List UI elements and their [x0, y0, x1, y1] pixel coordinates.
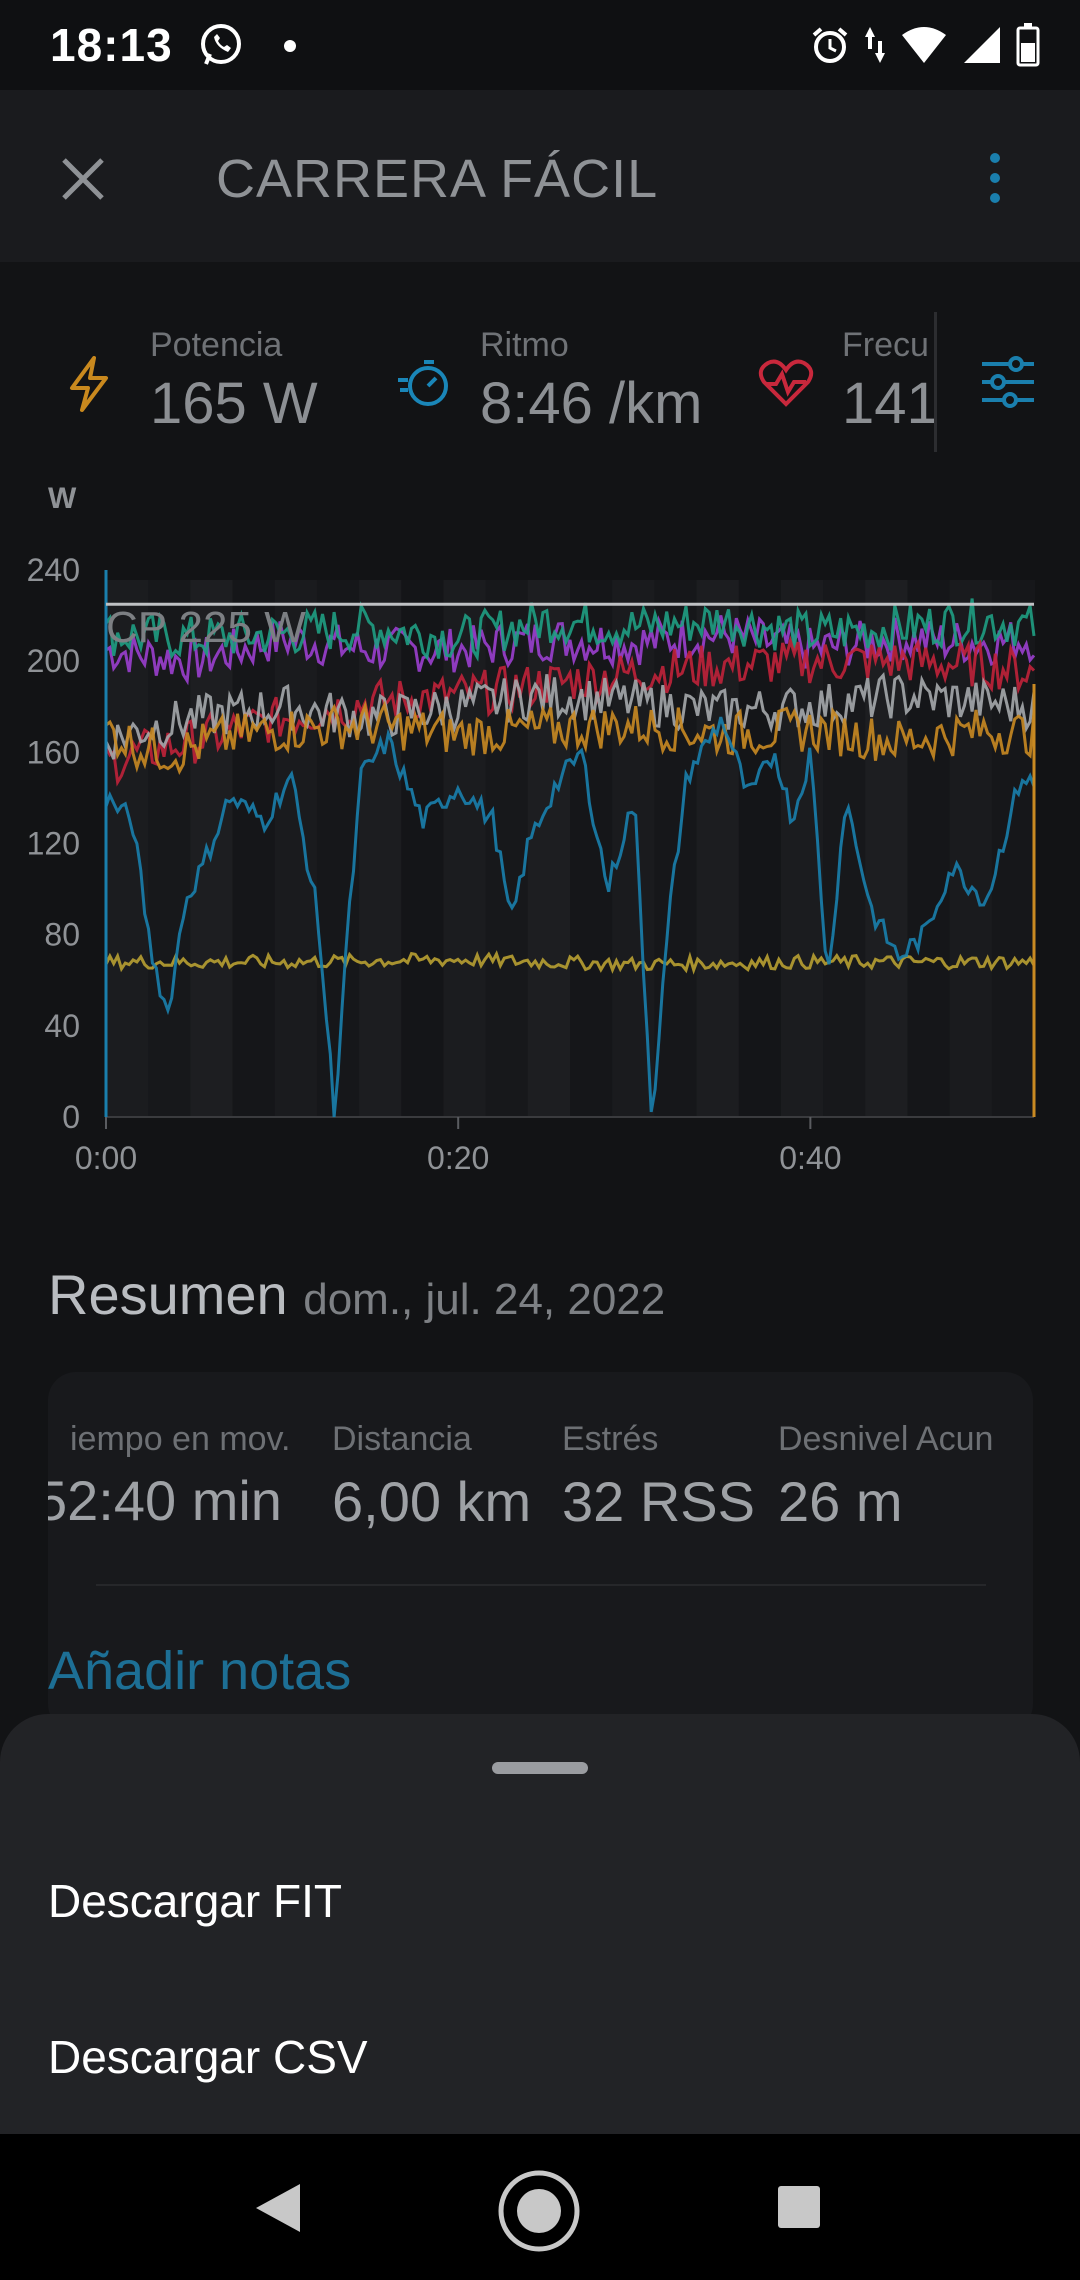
summary-header: Resumen dom., jul. 24, 2022 — [48, 1262, 665, 1327]
y-tick-label: 40 — [44, 1008, 80, 1044]
signal-icon — [964, 27, 1000, 63]
series-line — [105, 700, 1036, 776]
x-tick-label: 0:20 — [427, 1140, 489, 1176]
status-icons — [810, 18, 1040, 72]
y-tick-label: 0 — [62, 1099, 80, 1135]
lightning-icon — [70, 356, 108, 412]
data-arrows-icon — [865, 27, 885, 63]
metric-value: 141 — [842, 371, 936, 436]
y-tick-label: 200 — [27, 643, 80, 679]
cp-annotation: CP 225 W — [106, 603, 306, 652]
system-nav-bar — [0, 2134, 1080, 2280]
stat-moving-time: iempo en mov. — [70, 1420, 290, 1459]
sheet-drag-handle[interactable] — [492, 1762, 588, 1774]
chart-band — [570, 580, 614, 1117]
summary-title: Resumen — [48, 1263, 288, 1326]
recents-icon[interactable] — [776, 2184, 822, 2230]
battery-icon — [1016, 23, 1040, 67]
series-line — [104, 672, 1036, 760]
stat-stress: Estrés 32 RSS — [562, 1420, 755, 1534]
chart-band — [443, 580, 487, 1117]
chart-band — [232, 580, 276, 1117]
app-bar: CARRERA FÁCIL — [0, 90, 1080, 262]
stat-label: Distancia — [332, 1420, 472, 1458]
metric-pace[interactable] — [396, 358, 452, 413]
power-chart[interactable]: W 240 200 160 120 80 40 0 0:00 0:20 0:40 CP 225 … — [0, 470, 1080, 1190]
stat-label: iempo en mov. — [70, 1420, 291, 1458]
more-options-icon[interactable] — [980, 148, 1010, 208]
status-bar: 18:13 — [0, 0, 1080, 90]
download-fit-option[interactable]: Descargar FIT — [48, 1875, 342, 1927]
stat-value: 26 m — [778, 1470, 903, 1533]
chart-band — [991, 580, 1035, 1117]
home-icon[interactable] — [496, 2168, 582, 2254]
y-tick-label: 160 — [27, 734, 80, 770]
page-title: CARRERA FÁCIL — [216, 149, 659, 209]
series-line — [104, 635, 1036, 787]
alarm-icon — [812, 27, 848, 63]
metric-heart-rate[interactable] — [758, 358, 814, 413]
chart-series — [104, 570, 1036, 1118]
bottom-sheet: Descargar FIT Descargar CSV — [0, 1714, 1080, 2134]
stat-value: 32 RSS — [562, 1470, 755, 1533]
series-line — [104, 598, 1036, 662]
metric-value: 8:46 /km — [480, 371, 703, 436]
wifi-icon — [902, 27, 946, 63]
metric-power[interactable] — [66, 356, 112, 417]
heart-rate-icon — [758, 359, 814, 407]
y-tick-label: 240 — [27, 552, 80, 588]
divider — [934, 312, 937, 452]
whatsapp-icon — [201, 24, 241, 65]
chart-band — [359, 580, 403, 1117]
stat-value: 52:40 min — [48, 1469, 282, 1532]
download-csv-option[interactable]: Descargar CSV — [48, 2031, 368, 2083]
stat-moving-time-value-clip: 52:40 min — [48, 1468, 300, 1533]
y-axis-ticks: 240 200 160 120 80 40 0 — [27, 552, 80, 1135]
chart-band — [274, 580, 318, 1117]
add-notes-link[interactable]: Añadir notas — [48, 1641, 352, 1701]
metric-label: Potencia — [150, 326, 283, 364]
stat-elevation: Desnivel Acun 26 m — [778, 1420, 1033, 1534]
back-icon[interactable] — [254, 2182, 302, 2234]
y-tick-label: 120 — [27, 826, 80, 862]
summary-card: iempo en mov. 52:40 min Distancia 6,00 k… — [48, 1372, 1033, 1732]
filter-settings-icon[interactable] — [980, 354, 1036, 410]
stat-label: Estrés — [562, 1420, 659, 1458]
metric-label: Frecu — [842, 326, 929, 364]
y-tick-label: 80 — [44, 917, 80, 953]
metrics-row: Potencia 165 W Ritmo 8:46 /km Frecu 141 — [0, 300, 1080, 460]
stat-distance: Distancia 6,00 km — [332, 1420, 531, 1534]
stat-label: Desnivel Acun — [778, 1420, 994, 1458]
chart-band — [401, 580, 445, 1117]
metric-label: Ritmo — [480, 326, 569, 364]
close-icon[interactable] — [58, 154, 108, 204]
x-tick-label: 0:40 — [779, 1140, 841, 1176]
series-line — [104, 950, 1036, 975]
notification-dot-icon — [284, 40, 296, 52]
chart-band — [485, 580, 529, 1117]
divider — [96, 1584, 986, 1586]
status-time: 18:13 — [50, 19, 173, 71]
metric-value: 165 W — [150, 371, 318, 436]
series-line — [104, 716, 1036, 1118]
y-axis-label: W — [48, 482, 77, 515]
summary-date: dom., jul. 24, 2022 — [303, 1275, 666, 1324]
chart-band — [316, 580, 361, 1117]
stat-value: 6,00 km — [332, 1470, 532, 1533]
x-tick-label: 0:00 — [75, 1140, 137, 1176]
stopwatch-icon — [398, 360, 448, 406]
chart-band — [865, 580, 909, 1117]
series-line — [105, 614, 1036, 686]
x-axis-ticks: 0:00 0:20 0:40 — [75, 1116, 1034, 1176]
metric-heart-clip: Frecu 141 — [842, 300, 936, 460]
